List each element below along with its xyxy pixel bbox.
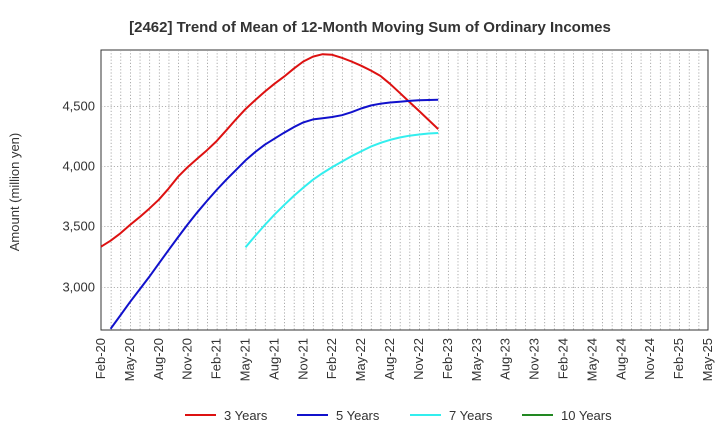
series-line-7-years xyxy=(244,132,439,248)
x-tick-label: Feb-24 xyxy=(555,338,570,379)
x-tick-label: Feb-25 xyxy=(671,338,686,379)
x-tick-label: Nov-22 xyxy=(411,338,426,380)
x-tick-label: Aug-20 xyxy=(151,338,166,380)
x-tick-label: Aug-22 xyxy=(382,338,397,380)
x-tick-label: Feb-20 xyxy=(93,338,108,379)
x-tick-label: May-21 xyxy=(238,338,253,381)
series-line-5-years xyxy=(109,98,439,330)
x-tick-label: Nov-23 xyxy=(527,338,542,380)
x-tick-label: Aug-21 xyxy=(266,338,281,380)
x-tick-label: Aug-23 xyxy=(498,338,513,380)
x-tick-label: Feb-23 xyxy=(440,338,455,379)
legend: 3 Years 5 Years 7 Years 10 Years xyxy=(185,408,612,423)
x-tick-label: May-23 xyxy=(469,338,484,381)
x-tick-label: Feb-21 xyxy=(209,338,224,379)
legend-label: 7 Years xyxy=(449,408,493,423)
legend-label: 5 Years xyxy=(336,408,380,423)
x-tick-label: May-20 xyxy=(122,338,137,381)
legend-label: 10 Years xyxy=(561,408,612,423)
x-tick-label: May-22 xyxy=(353,338,368,381)
series-line-3-years xyxy=(100,53,439,248)
y-axis-label: Amount (million yen) xyxy=(7,133,22,252)
x-tick-label: Nov-20 xyxy=(180,338,195,380)
x-tick-label: May-24 xyxy=(584,338,599,381)
legend-label: 3 Years xyxy=(224,408,268,423)
plot-frame xyxy=(100,49,709,331)
y-tick-label: 4,500 xyxy=(62,99,95,114)
x-tick-label: Aug-24 xyxy=(613,338,628,380)
x-tick-label: May-25 xyxy=(700,338,715,381)
x-tick-label: Feb-22 xyxy=(324,338,339,379)
y-tick-label: 3,500 xyxy=(62,219,95,234)
y-tick-label: 3,000 xyxy=(62,280,95,295)
x-tick-label: Nov-24 xyxy=(642,338,657,380)
chart-title: [2462] Trend of Mean of 12-Month Moving … xyxy=(129,19,611,36)
y-tick-label: 4,000 xyxy=(62,159,95,174)
x-tick-label: Nov-21 xyxy=(295,338,310,380)
plot-area: 3,000 3,500 4,000 4,500 Feb-20 May-20 Aug-20 No… xyxy=(62,49,715,381)
